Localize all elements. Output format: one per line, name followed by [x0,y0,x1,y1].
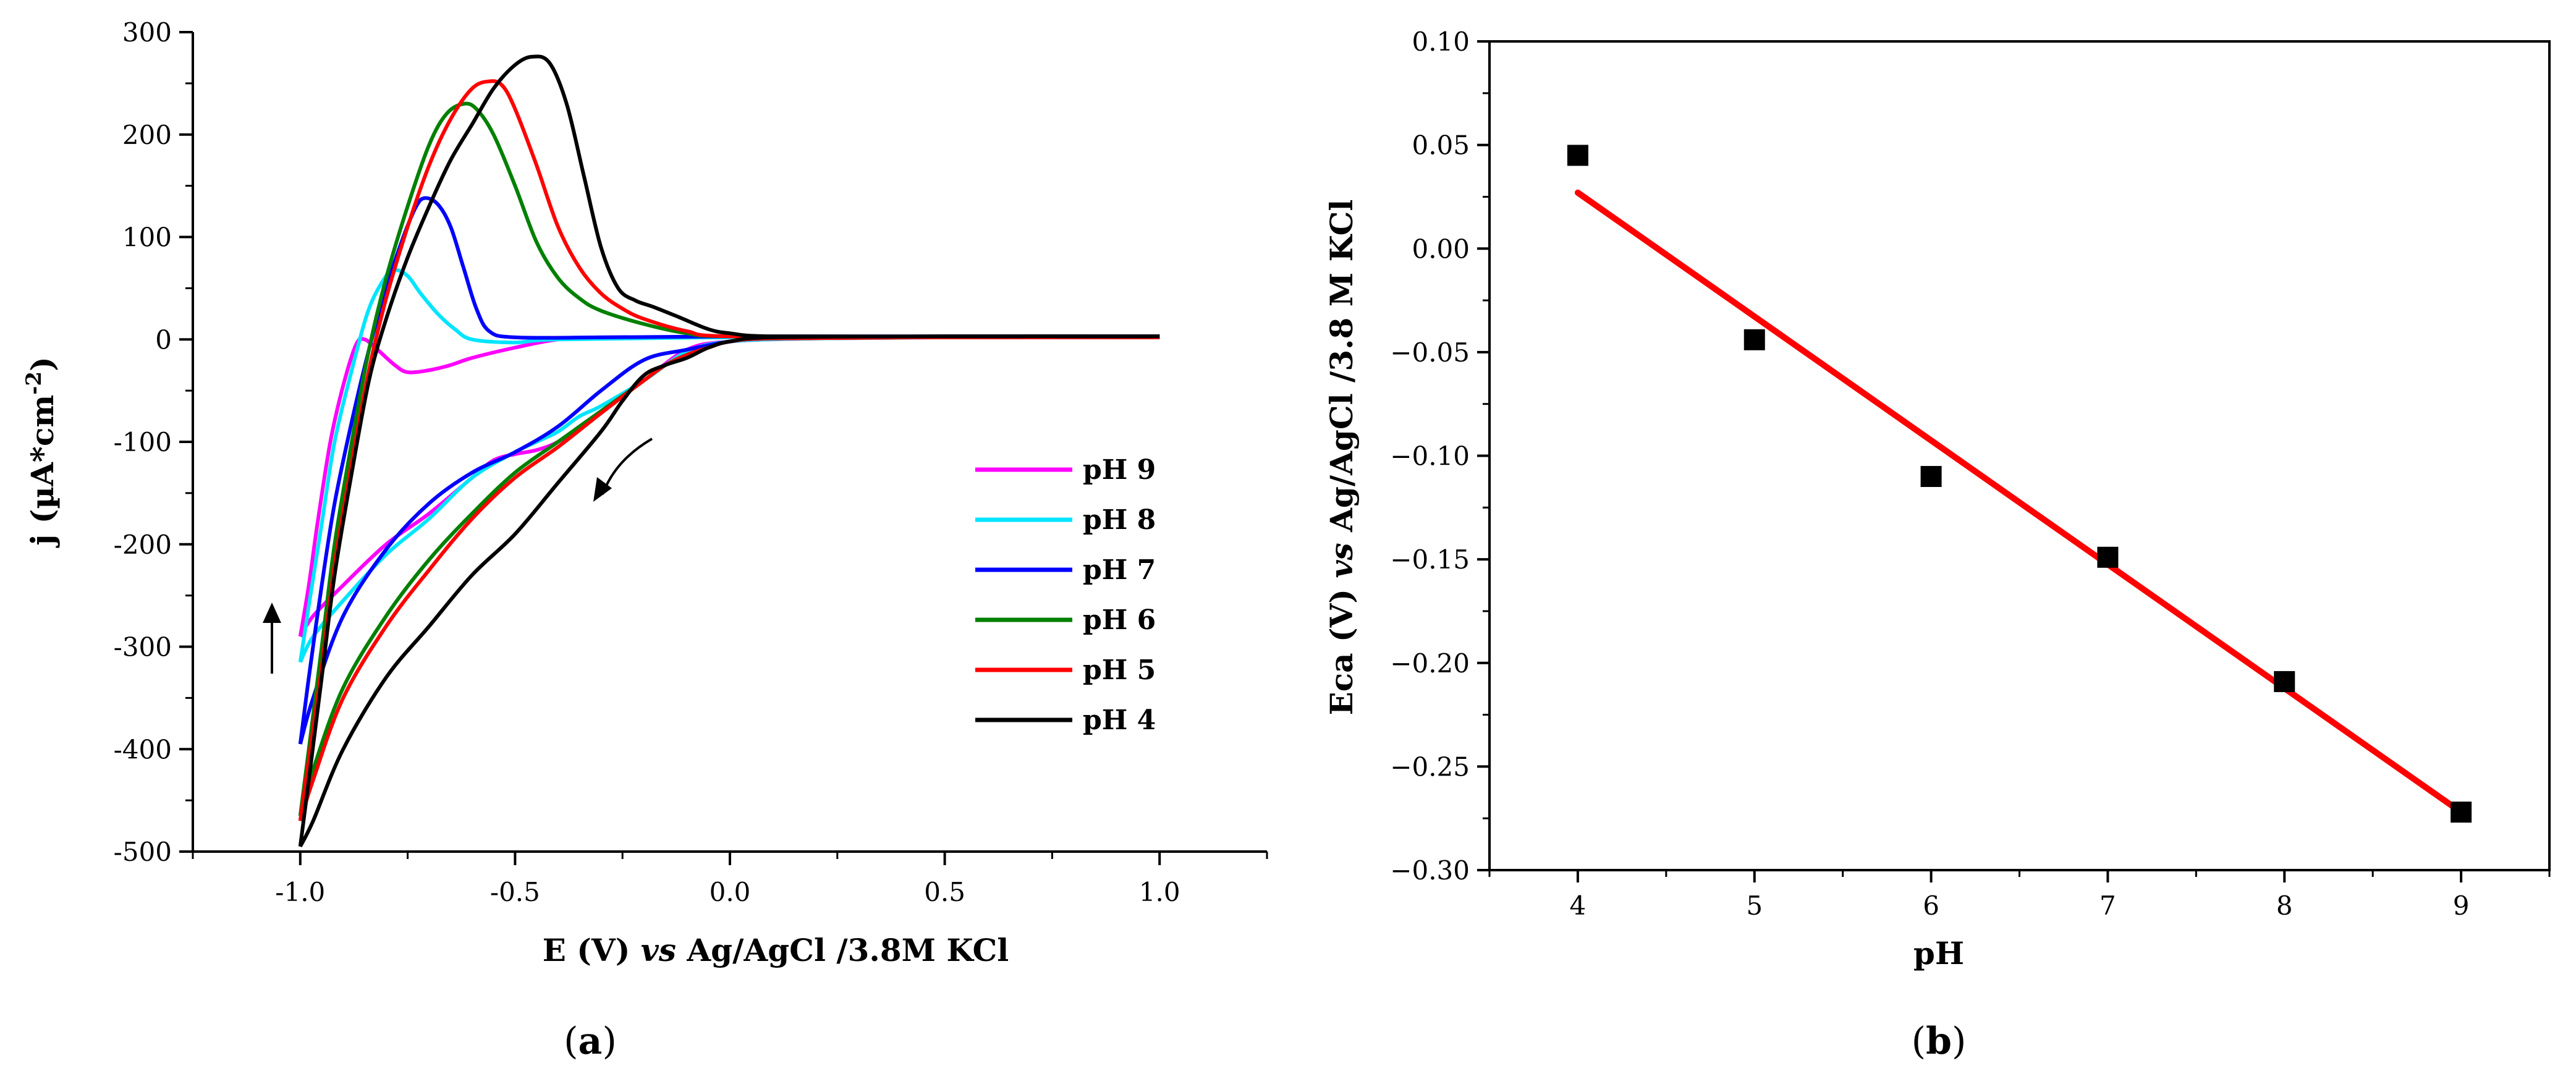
chart-b-y-tick-label: −0.20 [1390,648,1470,679]
panel-b-label-letter: b [1926,1020,1952,1063]
panel-a-label-close: ) [602,1020,616,1063]
chart-a-series-ph-9-anodic [298,335,1160,637]
chart-b-x-axis-title: pH [1913,935,1964,971]
chart-a-series-ph-5-cathodic [298,335,1160,822]
chart-a-x-title-part3: Ag/AgCl /3.8M KCl [676,932,1009,968]
chart-b-y-tick-label: −0.05 [1390,337,1470,368]
chart-b-y-tick-label: −0.25 [1390,751,1470,782]
chart-a-legend-label-ph-8: pH 8 [1083,504,1156,536]
panel-a-label-open: ( [564,1020,578,1063]
chart-b-y-title-part1: Eca (V) [1323,578,1360,716]
chart-a-y-tick-label: 0 [155,324,172,355]
chart-b-y-axis-title: Eca (V) vs Ag/AgCl /3.8 M KCl [1323,200,1360,716]
chart-b-frame [1488,40,2551,871]
chart-a-series-ph-8-cathodic [299,335,1160,663]
chart-b-x-tick-label: 5 [1746,891,1763,921]
chart-b-y-title-part3: Ag/AgCl /3.8 M KCl [1323,200,1360,543]
chart-b-point [1743,329,1765,350]
chart-a-y-tick-label: 300 [122,17,172,48]
panel-b-label: (b) [1912,1020,1967,1063]
chart-b-x-tick-label: 4 [1570,891,1587,921]
chart-a-x-tick-label: -1.0 [275,877,325,907]
chart-a-x-tick-label: -0.5 [490,877,540,907]
chart-a-legend-label-ph-5: pH 5 [1083,654,1156,686]
chart-a-ticks [179,31,1268,865]
chart-a-scan-direction-arrow [601,438,653,495]
chart-a-y-tick-label: -400 [114,734,172,764]
chart-b-point [2274,671,2295,692]
chart-b-y-tick-label: 0.05 [1412,130,1470,161]
chart-a-curves [298,54,1160,848]
chart-b-x-tick-label: 9 [2453,891,2470,921]
chart-a-series-ph-5-anodic [298,79,1160,821]
chart-a-series-ph-4-anodic [298,54,1160,847]
chart-a-y-tick-label: 200 [122,120,172,150]
chart-a-x-tick-label: 0.5 [924,877,965,907]
panel-b-label-open: ( [1912,1020,1926,1063]
chart-a-y-axis-title: j (µA*cm-2) [22,357,61,548]
chart-a-series-ph-9-cathodic [299,335,1160,638]
chart-a-y-title-part3: ) [24,357,61,371]
chart-a-series-ph-6-cathodic [298,335,1160,816]
chart-a-y-tick-label: -500 [114,837,172,867]
chart-a-y-tick-label: -200 [114,530,172,560]
chart-b-fit-line-group [1574,189,2465,816]
chart-b-point [1567,145,1588,166]
chart-a-up-arrowhead [263,603,281,623]
panel-a-label-letter: a [578,1020,603,1063]
chart-b-plot-frame [1488,40,2551,871]
chart-b-x-tick-label: 8 [2276,891,2293,921]
panel-b-label-close: ) [1952,1020,1966,1063]
chart-b-y-tick-label: −0.15 [1390,544,1470,575]
chart-a-x-tick-label: 0.0 [710,877,751,907]
chart-a-legend: pH 9 pH 8 pH 7 pH 6 pH 5 pH 4 [975,454,1156,736]
chart-b-point [2097,546,2119,568]
chart-b-x-tick-labels: 4 5 6 7 8 9 [1570,891,2470,921]
chart-a-scan-direction-arrowhead [593,477,612,502]
chart-b-y-tick-label: −0.10 [1390,441,1470,472]
chart-a-x-title-part1: E (V) [543,932,641,968]
panel-a-label: (a) [564,1020,617,1063]
chart-a-legend-label-ph-7: pH 7 [1083,554,1156,586]
chart-a-series-ph-4-cathodic [299,334,1160,848]
chart-a: -1.0 -0.5 0.0 0.5 1.0 -500 -400 -300 -200 -100 0 1… [22,17,1268,968]
chart-b-y-title-vs: vs [1323,543,1360,578]
chart-a-y-tick-label: -100 [114,427,172,457]
chart-b-y-tick-label: 0.10 [1412,27,1470,57]
chart-b-point [1920,466,1942,488]
chart-a-y-title-part1: j (µA*cm [24,395,61,548]
chart-a-legend-label-ph-4: pH 4 [1083,705,1156,736]
chart-a-series-ph-7-cathodic [298,334,1160,745]
chart-b-y-tick-label: −0.30 [1390,855,1470,886]
chart-b: 4 5 6 7 8 9 0.10 0.05 0.00 −0.05 −0.10 −0.15 −0.20 −… [1323,27,2551,971]
chart-a-legend-label-ph-6: pH 6 [1083,604,1156,636]
chart-a-y-tick-labels: -500 -400 -300 -200 -100 0 100 200 300 [114,17,172,867]
chart-a-x-tick-label: 1.0 [1139,877,1180,907]
chart-b-ticks [1477,40,2551,882]
chart-b-point [2451,802,2472,823]
chart-a-x-title-vs: vs [641,932,676,968]
chart-a-x-tick-labels: -1.0 -0.5 0.0 0.5 1.0 [275,877,1180,907]
chart-a-legend-label-ph-9: pH 9 [1083,454,1156,486]
chart-a-y-title-superscript: -2 [22,371,46,395]
chart-a-series-ph-8-anodic [298,268,1160,662]
chart-a-y-tick-label: 100 [122,222,172,253]
chart-a-y-tick-label: -300 [114,632,172,662]
chart-b-y-tick-labels: 0.10 0.05 0.00 −0.05 −0.10 −0.15 −0.20 −0.25 −0.… [1390,27,1470,886]
chart-b-y-tick-label: 0.00 [1412,234,1470,264]
chart-b-points [1567,145,2472,823]
chart-a-x-axis-title: E (V) vs Ag/AgCl /3.8M KCl [543,932,1009,968]
chart-b-fit-line [1574,189,2465,816]
chart-b-x-tick-label: 6 [1923,891,1939,921]
chart-b-x-tick-label: 7 [2099,891,2116,921]
